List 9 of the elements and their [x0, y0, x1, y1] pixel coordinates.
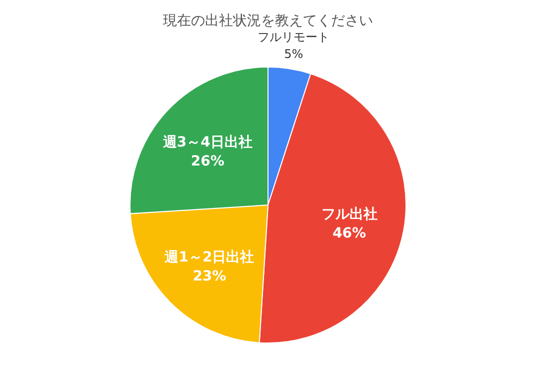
- slice-label: フルリモート: [258, 30, 330, 44]
- slice-label: 週3～4日出社: [162, 134, 252, 150]
- data-label: 46%: [332, 226, 366, 242]
- data-label: 23%: [192, 268, 226, 285]
- chart-title: 現在の出社状況を教えてください: [163, 13, 373, 29]
- slice-label: フル出社: [321, 206, 378, 223]
- slice-label: 週1～2日出社: [164, 250, 254, 266]
- data-label: 26%: [190, 153, 224, 170]
- data-label: 5%: [284, 47, 304, 62]
